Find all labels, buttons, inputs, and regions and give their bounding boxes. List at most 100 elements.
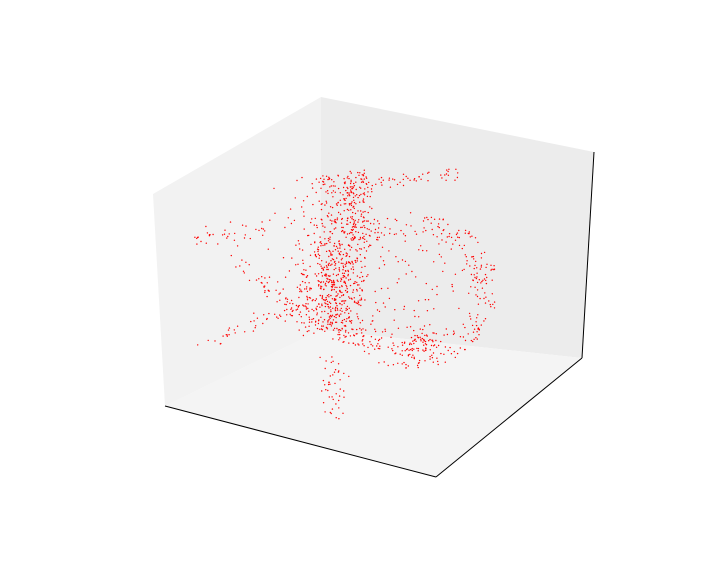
scatter-point — [305, 303, 307, 305]
scatter-point — [342, 266, 345, 269]
scatter-point — [339, 303, 341, 305]
scatter-point — [356, 290, 358, 292]
scatter-point — [352, 289, 355, 291]
scatter-point — [349, 284, 352, 287]
scatter-point — [334, 308, 336, 310]
scatter-point — [322, 175, 324, 177]
scatter-point — [383, 234, 385, 236]
scatter-point — [330, 294, 332, 297]
scatter-point — [359, 172, 361, 174]
scatter-point — [228, 327, 231, 329]
scatter-point — [384, 226, 386, 229]
scatter-point — [469, 236, 471, 238]
scatter-point — [448, 168, 450, 170]
scatter-point — [415, 180, 417, 182]
scatter-point — [362, 174, 365, 176]
scatter-point — [445, 328, 447, 330]
scatter-point — [347, 275, 349, 277]
scatter-point — [363, 279, 365, 282]
scatter-point — [364, 210, 366, 213]
scatter-point — [437, 363, 439, 366]
scatter-point — [321, 325, 323, 327]
scatter-point — [380, 287, 383, 290]
scatter-point — [314, 299, 316, 302]
scatter-point — [429, 355, 431, 358]
scatter-point — [368, 244, 371, 246]
scatter-point — [413, 356, 415, 358]
scatter-point — [351, 229, 354, 232]
scatter-point — [313, 224, 315, 226]
scatter-point — [350, 268, 352, 270]
scatter-point — [470, 339, 473, 342]
scatter-point — [269, 219, 271, 221]
scatter-point — [412, 354, 414, 356]
scatter-point — [324, 284, 326, 286]
scatter-point — [331, 206, 334, 209]
scatter-point — [345, 197, 347, 200]
scatter-point — [307, 307, 309, 310]
scatter-point — [423, 350, 425, 352]
scatter-point — [354, 281, 356, 283]
scatter-point — [322, 321, 324, 323]
scatter-point — [320, 245, 322, 247]
scatter-point — [336, 327, 338, 330]
scatter-point — [317, 280, 319, 282]
scatter-point — [318, 303, 320, 305]
scatter-point — [416, 335, 418, 337]
scatter-point — [360, 187, 362, 189]
scatter-point — [324, 411, 326, 413]
scatter-point — [315, 320, 317, 322]
scatter-point — [470, 273, 473, 276]
scatter-point — [345, 320, 347, 322]
scatter-point — [363, 220, 366, 222]
scatter-point — [363, 345, 365, 347]
scatter-point — [303, 269, 305, 271]
scatter-point — [321, 260, 323, 262]
scatter-point — [341, 285, 343, 288]
scatter-point — [266, 282, 268, 284]
scatter-point — [491, 293, 493, 295]
scatter-point — [348, 262, 350, 264]
scatter-point — [426, 335, 428, 337]
scatter-point — [442, 270, 444, 273]
scatter-point — [377, 343, 379, 345]
scatter-point — [353, 237, 355, 240]
scatter-point — [423, 344, 425, 346]
scatter-point — [341, 327, 343, 330]
scatter-point — [330, 314, 332, 317]
scatter-point — [357, 171, 359, 174]
scatter-point — [337, 280, 339, 283]
scatter-point — [347, 244, 350, 247]
scatter-point — [344, 181, 346, 183]
scatter-point — [410, 343, 413, 345]
scatter-point — [331, 321, 333, 324]
scatter-point — [358, 344, 360, 346]
scatter-point — [426, 216, 428, 219]
scatter-point — [333, 371, 336, 373]
scatter-point — [353, 207, 355, 210]
scatter-point — [362, 200, 364, 202]
scatter-point — [332, 279, 335, 282]
scatter-point — [352, 266, 354, 268]
scatter-point — [362, 232, 364, 235]
scatter-point — [342, 186, 345, 189]
scatter-point — [450, 248, 452, 250]
scatter-point — [492, 303, 494, 306]
scatter-point — [304, 326, 307, 328]
scatter-point — [267, 248, 269, 250]
scatter-point — [362, 193, 364, 195]
scatter-point — [335, 403, 337, 405]
scatter-point — [396, 183, 399, 186]
scatter-point — [339, 247, 341, 249]
scatter-point — [413, 342, 415, 345]
scatter-point — [318, 280, 320, 283]
scatter-point — [356, 328, 358, 331]
scatter-point — [366, 275, 368, 278]
scatter-point — [326, 268, 328, 271]
scatter-point — [349, 297, 351, 299]
scatter-point — [319, 306, 321, 308]
scatter-point — [331, 232, 334, 235]
scatter-point — [377, 339, 380, 342]
scatter-point — [290, 299, 293, 302]
scatter-point — [309, 289, 311, 291]
